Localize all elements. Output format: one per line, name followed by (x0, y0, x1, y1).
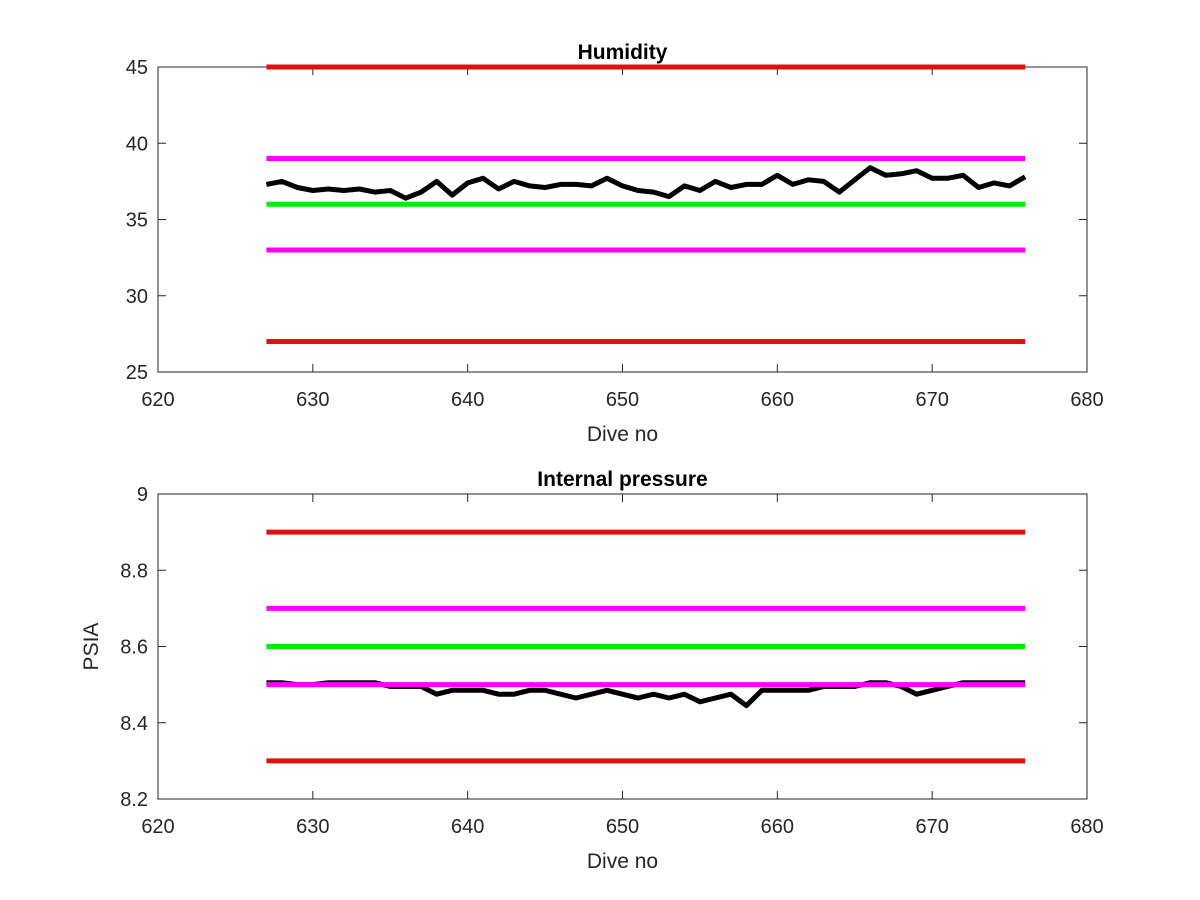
data-series-line (265, 165, 1027, 201)
y-tick-label: 45 (126, 57, 148, 79)
x-tick-label: 630 (296, 389, 329, 411)
plot-title: Internal pressure (537, 468, 707, 491)
x-tick-label: 680 (1070, 389, 1103, 411)
y-tick-label: 25 (126, 362, 148, 384)
y-tick-label: 30 (126, 286, 148, 308)
x-tick-label: 630 (296, 816, 329, 838)
x-axis-label: Dive no (587, 850, 658, 873)
y-tick-label: 8.6 (120, 637, 148, 659)
y-tick-label: 9 (137, 484, 148, 506)
x-axis-label: Dive no (587, 423, 658, 446)
plot-title: Humidity (578, 41, 668, 64)
x-tick-label: 620 (141, 389, 174, 411)
x-tick-label: 670 (915, 389, 948, 411)
internal-pressure-subplot: 620 630 640 650 660 670 680 8.2 8.4 8.6 8.8 9 Intern… (80, 468, 1104, 873)
y-tick-label: 40 (126, 133, 148, 155)
x-tick-label: 650 (606, 816, 639, 838)
x-tick-label: 670 (915, 816, 948, 838)
humidity-subplot: 620 630 640 650 660 670 680 25 30 35 40 45 Humidity D… (126, 41, 1104, 446)
x-tick-label: 680 (1070, 816, 1103, 838)
x-tick-label: 640 (451, 816, 484, 838)
y-tick-label: 8.2 (120, 789, 148, 811)
x-tick-label: 650 (606, 389, 639, 411)
x-tick-label: 660 (761, 816, 794, 838)
x-tick-label: 620 (141, 816, 174, 838)
y-tick-label: 8.8 (120, 560, 148, 582)
y-tick-label: 8.4 (120, 713, 148, 735)
x-tick-label: 640 (451, 389, 484, 411)
y-tick-label: 35 (126, 210, 148, 232)
y-axis-label: PSIA (80, 623, 103, 671)
x-tick-label: 660 (761, 389, 794, 411)
